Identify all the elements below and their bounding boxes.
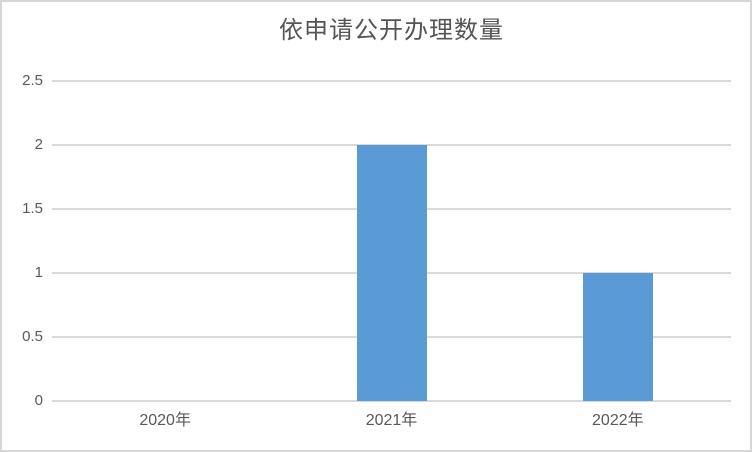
y-axis-tick-label: 1.5	[22, 200, 43, 217]
y-axis-tick-label: 2	[34, 136, 43, 153]
gridline-y-2.5	[52, 80, 731, 82]
x-axis-tick-label-2022年: 2022年	[592, 412, 644, 429]
bar-2021年	[356, 145, 427, 401]
y-axis-tick-label: 1	[34, 264, 43, 281]
chart-title: 依申请公开办理数量	[279, 16, 504, 44]
y-axis-tick-label: 2.5	[22, 72, 43, 89]
bar-2022年	[582, 273, 653, 401]
x-axis-tick-label-2021年: 2021年	[365, 412, 418, 429]
y-axis-tick-label: 0.5	[22, 328, 43, 345]
y-axis-tick-label: 0	[34, 392, 43, 409]
x-axis-tick-label-2020年: 2020年	[139, 412, 191, 429]
gridline-y-0	[52, 400, 731, 402]
